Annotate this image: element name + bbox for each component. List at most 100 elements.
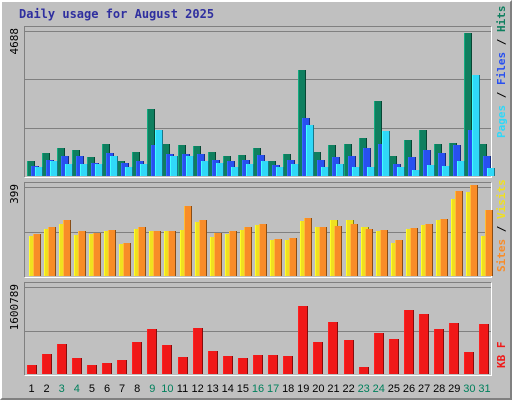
- bar-kb-kb-f: [374, 333, 384, 374]
- panel-visits: 399: [8, 182, 493, 278]
- bar-hits-pages: [80, 164, 88, 176]
- bar-visits-sites: [350, 224, 358, 276]
- x-tick-label: 4: [74, 383, 80, 395]
- bar-kb-kb-f: [283, 356, 293, 374]
- bar-kb-kb-f: [102, 363, 112, 374]
- x-tick-label: 8: [134, 383, 140, 395]
- bar-kb-kb-f: [419, 314, 429, 374]
- bar-hits-pages: [291, 164, 299, 176]
- bar-hits-pages: [125, 167, 133, 176]
- x-tick-label: 19: [297, 383, 309, 395]
- bar-hits-pages: [35, 167, 43, 176]
- x-tick-label: 12: [191, 383, 203, 395]
- bar-visits-sites: [229, 231, 237, 276]
- bar-hits-pages: [95, 164, 103, 176]
- bar-hits-pages: [412, 170, 420, 176]
- x-tick-label: 9: [149, 383, 155, 395]
- bar-kb-kb-f: [344, 340, 354, 374]
- bar-kb-kb-f: [464, 352, 474, 374]
- legend-sites-visits: Sites / Visits: [495, 179, 508, 272]
- bar-kb-kb-f: [328, 322, 338, 374]
- bar-kb-kb-f: [298, 306, 308, 374]
- bar-visits-sites: [63, 220, 71, 276]
- x-tick-label: 14: [222, 383, 234, 395]
- bar-hits-pages: [50, 161, 58, 176]
- bar-hits-pages: [352, 167, 360, 176]
- bar-visits-sites: [289, 238, 297, 276]
- bar-visits-sites: [78, 231, 86, 276]
- legend-sites: Sites: [495, 239, 508, 272]
- x-tick-label: 13: [207, 383, 219, 395]
- bar-visits-sites: [214, 233, 222, 276]
- panel-kb-max-label: 1600789: [8, 284, 21, 330]
- bar-hits-pages: [216, 163, 224, 176]
- bar-hits-hits: [464, 33, 472, 176]
- legend-visits: Visits: [495, 179, 508, 219]
- bar-hits-hits: [147, 109, 155, 176]
- bar-visits-sites: [48, 227, 56, 276]
- x-tick-label: 22: [342, 383, 354, 395]
- bar-hits-pages: [201, 161, 209, 176]
- x-tick-label: 18: [282, 383, 294, 395]
- bar-kb-kb-f: [117, 360, 127, 374]
- bar-kb-kb-f: [268, 355, 278, 374]
- panel-hits-max-label: 4688: [8, 28, 21, 55]
- bar-kb-kb-f: [42, 354, 52, 374]
- bar-hits-files: [423, 150, 431, 176]
- panel-visits-frame-shadow: [24, 182, 492, 278]
- bar-visits-sites: [199, 220, 207, 276]
- bar-kb-kb-f: [313, 342, 323, 374]
- bar-visits-sites: [304, 218, 312, 276]
- bar-kb-kb-f: [57, 344, 67, 374]
- bar-hits-files: [438, 153, 446, 176]
- bar-hits-pages: [140, 164, 148, 176]
- bar-visits-sites: [138, 227, 146, 276]
- x-tick-label: 25: [388, 383, 400, 395]
- bar-hits-pages: [186, 156, 194, 176]
- panel-hits-frame-highlight: [24, 26, 492, 178]
- legend-hits: Hits: [495, 6, 508, 33]
- bar-kb-kb-f: [238, 358, 248, 374]
- bar-hits-pages: [336, 164, 344, 176]
- bar-hits-pages: [472, 75, 480, 176]
- panel-hits-frame-shadow: [24, 26, 492, 178]
- bar-kb-kb-f: [434, 329, 444, 374]
- bar-hits-pages: [457, 161, 465, 176]
- x-tick-label: 24: [373, 383, 385, 395]
- bar-kb-kb-f: [162, 345, 172, 374]
- legend-hits-files-pages: Pages / Files / Hits: [495, 6, 508, 139]
- bar-hits-pages: [276, 167, 284, 176]
- bar-visits-sites: [259, 224, 267, 276]
- bar-kb-kb-f: [404, 310, 414, 374]
- panels: 4688 399 1600789: [8, 26, 495, 376]
- bar-visits-sites: [153, 231, 161, 276]
- x-tick-label: 29: [448, 383, 460, 395]
- bar-hits-hits: [374, 101, 382, 176]
- bar-hits-pages: [306, 125, 314, 176]
- x-tick-label: 16: [252, 383, 264, 395]
- x-tick-label: 23: [358, 383, 370, 395]
- bar-kb-kb-f: [359, 367, 369, 374]
- x-tick-label: 31: [478, 383, 490, 395]
- bar-kb-kb-f: [479, 324, 489, 374]
- x-tick-label: 10: [161, 383, 173, 395]
- x-tick-label: 30: [463, 383, 475, 395]
- bar-kb-kb-f: [253, 355, 263, 374]
- bar-visits-sites: [455, 191, 463, 276]
- bar-visits-sites: [410, 228, 418, 276]
- bar-kb-kb-f: [223, 356, 233, 374]
- bar-visits-sites: [123, 243, 131, 276]
- bar-hits-pages: [261, 161, 269, 176]
- x-tick-label: 5: [89, 383, 95, 395]
- bar-kb-kb-f: [87, 365, 97, 374]
- bar-kb-kb-f: [389, 339, 399, 374]
- bar-visits-sites: [485, 210, 493, 276]
- legend-pages: Pages: [495, 105, 508, 138]
- bar-hits-pages: [231, 167, 239, 176]
- bar-kb-kb-f: [193, 328, 203, 374]
- panel-kb-frame-shadow: [24, 282, 492, 376]
- bar-kb-kb-f: [132, 342, 142, 374]
- panel-hits: 4688: [8, 26, 495, 178]
- x-tick-label: 1: [28, 383, 34, 395]
